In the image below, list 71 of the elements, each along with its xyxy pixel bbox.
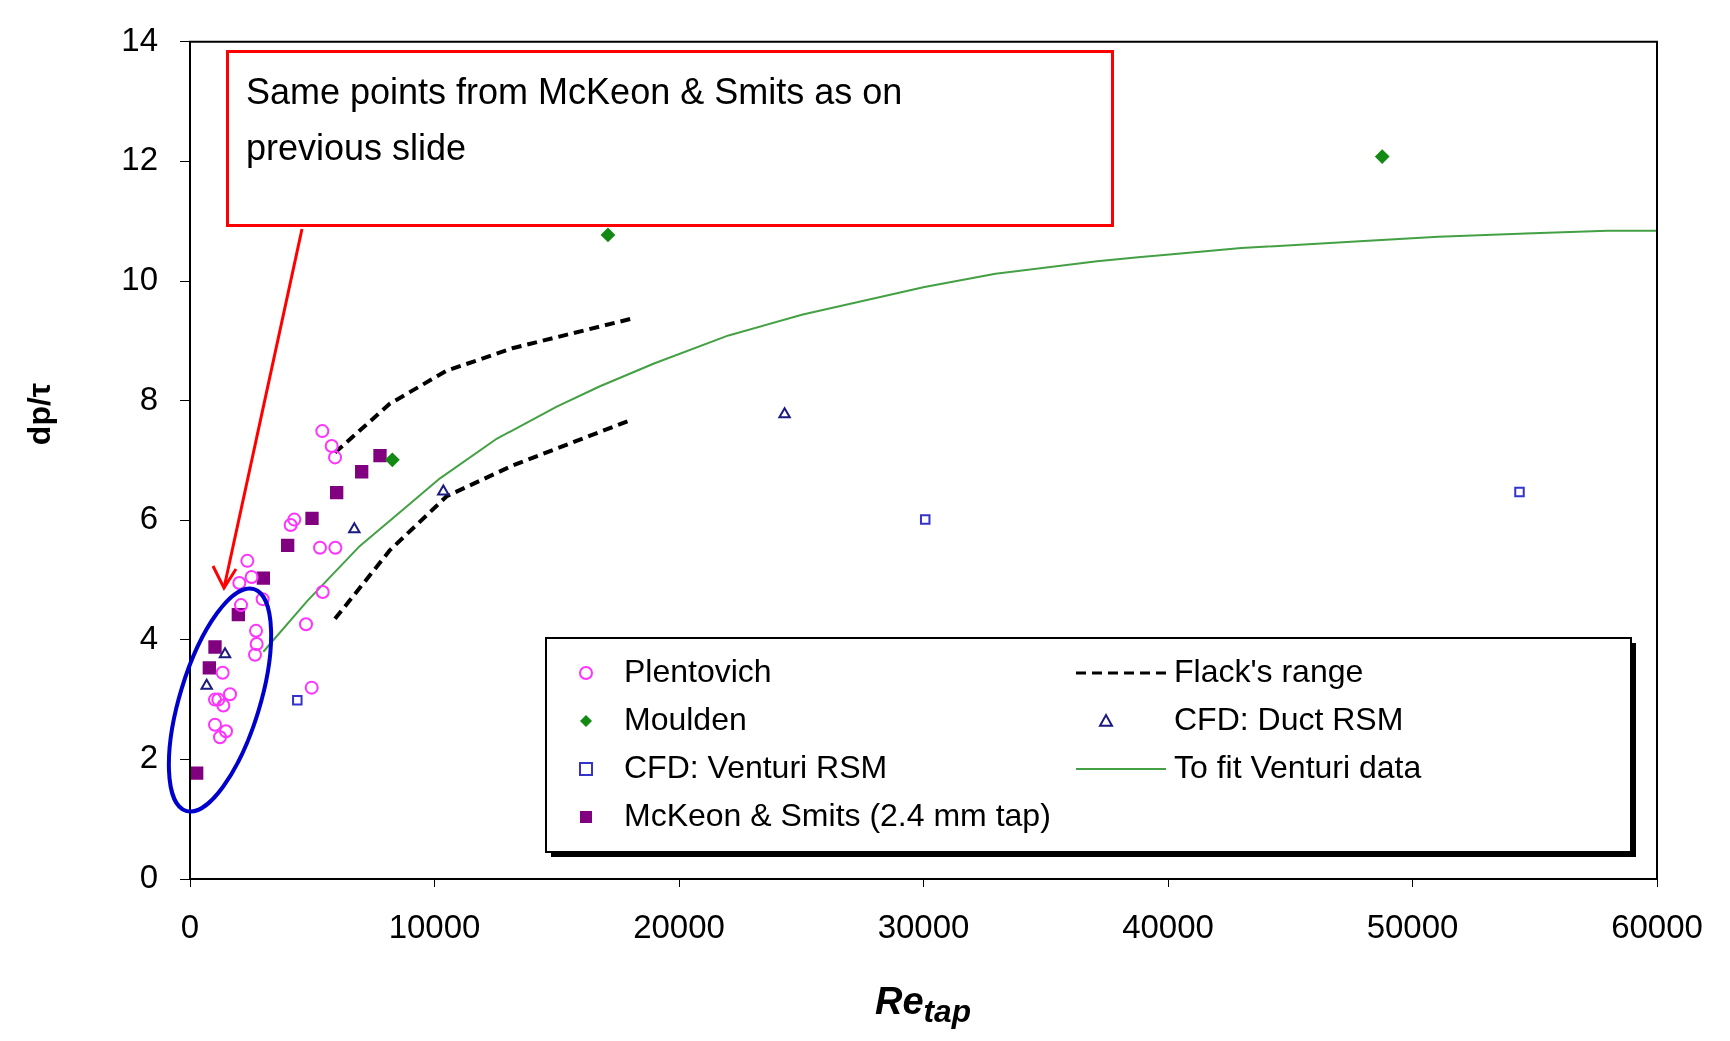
annotation: Same points from McKeon & Smits as on previous slide [246, 70, 904, 170]
x-axis-title: Re$_{tap}$ [874, 979, 972, 1031]
x-tick-label: 60000 [1611, 907, 1703, 945]
point [223, 687, 237, 702]
point [256, 571, 271, 585]
x-tick-label: 10000 [388, 907, 481, 945]
legend-label: Plentovich [624, 652, 772, 689]
point [202, 661, 216, 675]
point [207, 692, 222, 707]
y-tick-label: 14 [121, 20, 158, 58]
point [313, 540, 327, 555]
point [373, 448, 387, 463]
point [207, 717, 222, 732]
x-tick-label: 40000 [1122, 907, 1214, 945]
point [385, 452, 400, 467]
point [348, 522, 361, 534]
point [255, 592, 270, 607]
point [919, 514, 931, 525]
x-tick-label: 20000 [633, 907, 725, 945]
point [330, 486, 344, 500]
point [305, 511, 319, 526]
legend-label: Moulden [624, 700, 747, 737]
x-tick-label: 50000 [1366, 907, 1459, 945]
point [315, 584, 330, 599]
legend-label: CFD: Venturi RSM [624, 748, 888, 785]
point [190, 766, 204, 780]
point [213, 730, 227, 745]
point [299, 617, 314, 632]
point [216, 698, 231, 713]
legend-label: CFD: Duct RSM [1174, 700, 1404, 737]
y-tick-label: 0 [139, 858, 158, 896]
point [600, 227, 615, 242]
point [1514, 486, 1525, 498]
point [328, 450, 343, 465]
point [292, 694, 303, 706]
point [218, 647, 232, 659]
y-axis-title: dp/τ [20, 382, 58, 446]
y-tick-label: 6 [139, 499, 158, 537]
point [437, 484, 450, 496]
point [240, 553, 255, 568]
point [244, 570, 259, 585]
x-tick-label: 30000 [877, 907, 970, 945]
y-tick-label: 2 [139, 738, 158, 776]
legend-label: To fit Venturi data [1174, 748, 1422, 785]
point [211, 692, 226, 707]
legend-label: McKeon & Smits (2.4 mm tap) [624, 796, 1051, 833]
y-tick-label: 8 [139, 379, 158, 417]
point [232, 575, 247, 590]
point [283, 517, 298, 532]
point [1375, 149, 1390, 164]
point [281, 538, 295, 552]
point [247, 647, 262, 662]
point [304, 680, 319, 695]
point [218, 724, 233, 739]
point [287, 512, 302, 527]
y-tick-label: 4 [139, 618, 158, 656]
point [315, 424, 330, 439]
point [324, 439, 339, 454]
point [200, 678, 213, 690]
point [215, 665, 230, 680]
point [355, 465, 369, 479]
point [234, 598, 248, 613]
point [249, 623, 264, 638]
x-tick-label: 0 [180, 907, 200, 945]
legend-label: Flack's range [1174, 652, 1364, 689]
y-tick-label: 10 [121, 260, 158, 298]
point [778, 407, 791, 419]
point [249, 636, 264, 651]
y-tick-label: 12 [121, 140, 158, 178]
point [328, 540, 343, 555]
point [208, 640, 222, 654]
